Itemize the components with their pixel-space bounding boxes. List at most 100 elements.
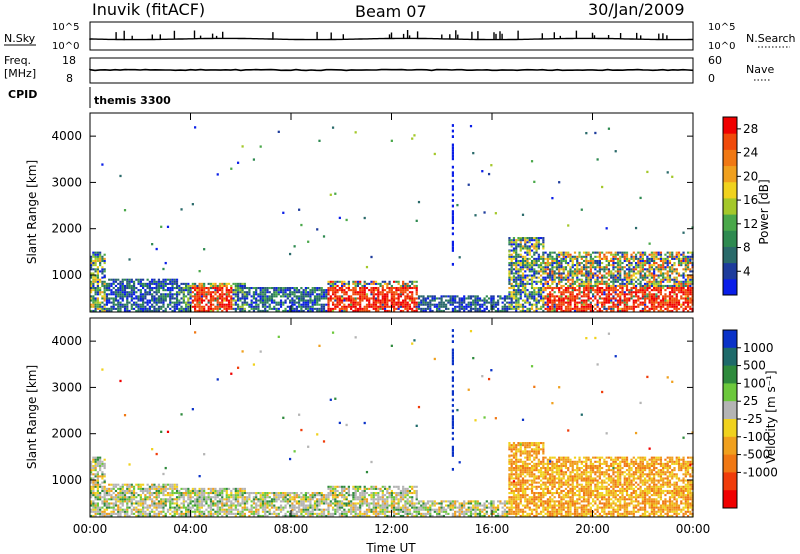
- power-cell: [639, 289, 642, 292]
- power-cell: [539, 268, 543, 271]
- velocity-cell: [99, 469, 102, 472]
- power-cell: [171, 284, 174, 288]
- velocity-cell: [246, 498, 249, 501]
- power-cell: [564, 251, 568, 254]
- power-cell: [533, 251, 536, 254]
- power-cell: [338, 287, 341, 290]
- power-cell: [619, 251, 622, 254]
- power-cell: [336, 280, 339, 283]
- velocity-cell: [128, 485, 131, 488]
- power-cell: [528, 253, 531, 256]
- power-cell: [639, 280, 642, 283]
- power-cell: [415, 289, 418, 292]
- power-cell: [571, 284, 574, 288]
- velocity-cell: [99, 496, 102, 499]
- velocity-cell: [96, 481, 99, 484]
- power-cell: [169, 278, 172, 281]
- velocity-cell: [123, 489, 127, 493]
- velocity-cell: [221, 502, 224, 505]
- velocity-cell: [221, 498, 224, 501]
- power-cell: [682, 255, 685, 258]
- velocity-cell: [114, 500, 118, 503]
- velocity-cell: [121, 485, 124, 488]
- power-cell: [625, 301, 629, 304]
- power-cell: [291, 297, 294, 300]
- power-cell: [623, 257, 626, 260]
- power-cell: [415, 297, 418, 300]
- velocity-cell: [105, 512, 109, 515]
- velocity-cell: [194, 502, 197, 505]
- power-cell: [103, 268, 106, 271]
- velocity-cell: [160, 498, 163, 501]
- velocity-cell: [142, 487, 145, 490]
- power-cell: [569, 293, 572, 296]
- power-cell: [671, 297, 674, 300]
- power-cell: [126, 305, 129, 308]
- power-cell: [350, 295, 353, 298]
- power-cell: [549, 274, 552, 277]
- velocity-cell: [288, 492, 292, 495]
- power-cell: [591, 284, 595, 288]
- power-cell: [180, 309, 183, 312]
- power-cell: [126, 299, 129, 302]
- power-cell: [530, 245, 534, 248]
- power-cell: [659, 266, 663, 269]
- power-cell: [184, 295, 188, 298]
- power-cell: [119, 293, 122, 296]
- power-cell: [354, 284, 357, 288]
- power-cell: [533, 272, 536, 275]
- power-cell: [650, 259, 653, 263]
- velocity-cell: [157, 489, 161, 493]
- power-cell: [562, 255, 565, 258]
- power-cell: [92, 276, 95, 279]
- power-cell: [121, 278, 124, 281]
- power-cell: [264, 299, 267, 302]
- power-cell: [659, 282, 663, 285]
- power-cell: [302, 297, 305, 300]
- power-cell: [311, 301, 314, 304]
- power-cell: [345, 309, 348, 312]
- power-cell: [114, 291, 118, 294]
- power-cell: [533, 259, 536, 263]
- power-cell: [236, 291, 240, 294]
- power-cell: [368, 309, 371, 312]
- power-cell: [646, 259, 649, 263]
- power-cell: [553, 309, 556, 312]
- power-cell: [664, 268, 667, 271]
- power-cell: [533, 291, 536, 294]
- power-cell: [560, 268, 563, 271]
- power-cell: [234, 289, 237, 292]
- power-cell: [429, 299, 432, 302]
- power-cell: [517, 262, 520, 265]
- power-cell: [607, 297, 611, 300]
- power-cell: [673, 278, 676, 281]
- velocity-cell: [288, 506, 292, 509]
- power-cell: [576, 295, 579, 298]
- velocity-cell: [291, 510, 294, 513]
- power-cell: [331, 284, 335, 288]
- power-cell: [512, 293, 516, 296]
- power-cell: [582, 307, 586, 310]
- power-cell: [537, 255, 540, 258]
- power-cell: [582, 309, 586, 312]
- power-cell: [169, 287, 172, 290]
- power-cell: [539, 243, 543, 246]
- velocity-cell: [191, 489, 194, 493]
- power-cell: [162, 295, 165, 298]
- power-cell: [524, 243, 527, 246]
- power-cell: [671, 284, 674, 288]
- power-cell: [682, 291, 685, 294]
- power-cell: [130, 278, 133, 281]
- power-cell: [266, 287, 269, 290]
- velocity-cell: [130, 489, 133, 493]
- freq-unit: [MHz]: [4, 67, 36, 80]
- power-cell: [564, 259, 568, 263]
- power-cell: [476, 309, 479, 312]
- power-cell: [386, 284, 389, 288]
- power-cell: [90, 299, 93, 302]
- power-cell: [216, 291, 219, 294]
- velocity-cell: [250, 506, 253, 509]
- power-cell: [307, 305, 310, 308]
- power-cell: [490, 305, 493, 308]
- power-cell: [472, 295, 475, 298]
